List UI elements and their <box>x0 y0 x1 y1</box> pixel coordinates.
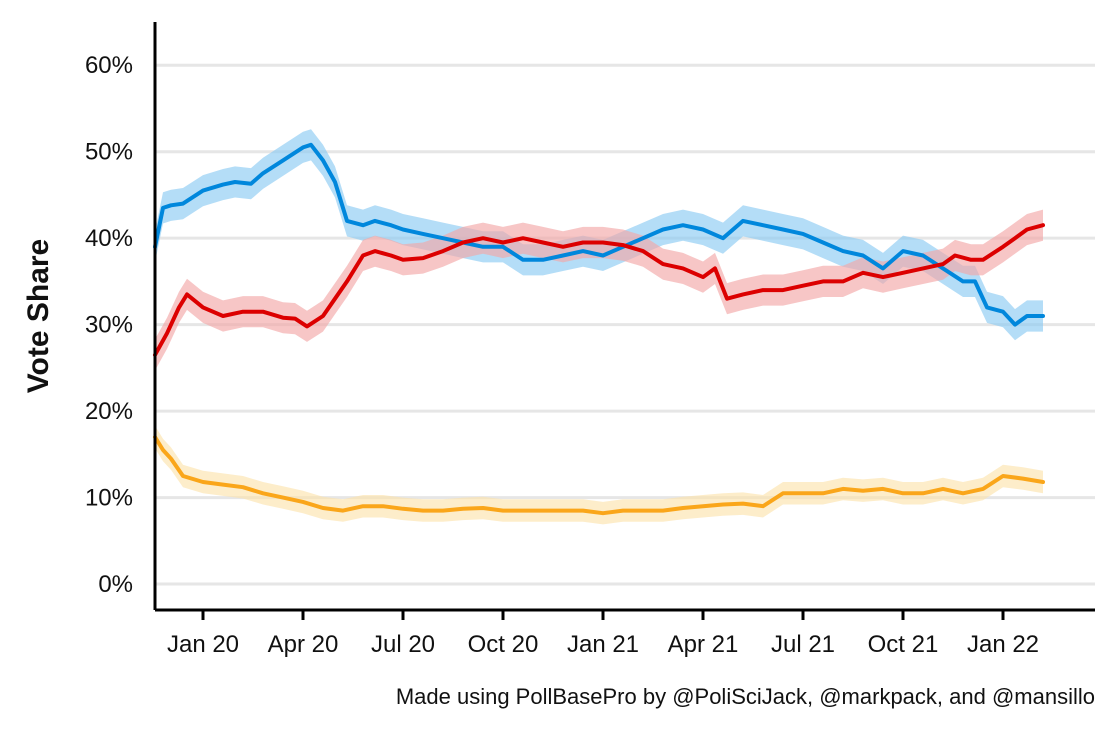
conservative-line <box>153 142 1045 327</box>
x-tick-label: Apr 21 <box>668 631 739 658</box>
x-tick-label: Oct 21 <box>868 631 939 658</box>
x-tick-labels: Jan 20 Apr 20 Jul 20 Oct 20 Jan 21 Apr 21 Jul … <box>167 610 1039 658</box>
x-tick-label: Apr 20 <box>268 631 339 658</box>
y-tick-label: 20% <box>85 398 133 425</box>
x-tick-label: Jul 21 <box>771 631 835 658</box>
y-tick-label: 0% <box>98 571 133 598</box>
liberal-democrats-confidence-band <box>155 425 1043 525</box>
x-tick-label: Jan 22 <box>967 631 1039 658</box>
band-layer <box>155 129 1043 525</box>
liberal-democrats-line <box>153 435 1045 516</box>
y-tick-label: 30% <box>85 312 133 339</box>
chart-caption: Made using PollBasePro by @PoliSciJack, … <box>396 684 1095 709</box>
axis-layer <box>153 22 1095 612</box>
y-tick-labels: 0% 10% 20% 30% 40% 50% 60% <box>85 52 133 598</box>
y-axis-title: Vote Share <box>22 239 55 394</box>
y-tick-label: 50% <box>85 139 133 166</box>
x-tick-label: Oct 20 <box>468 631 539 658</box>
y-tick-label: 40% <box>85 225 133 252</box>
x-tick-label: Jan 21 <box>567 631 639 658</box>
y-tick-label: 60% <box>85 52 133 79</box>
x-tick-label: Jan 20 <box>167 631 239 658</box>
y-tick-label: 10% <box>85 485 133 512</box>
x-tick-label: Jul 20 <box>371 631 435 658</box>
line-layer <box>153 142 1045 516</box>
labour-line <box>153 223 1045 357</box>
labour-confidence-band <box>155 209 1043 371</box>
